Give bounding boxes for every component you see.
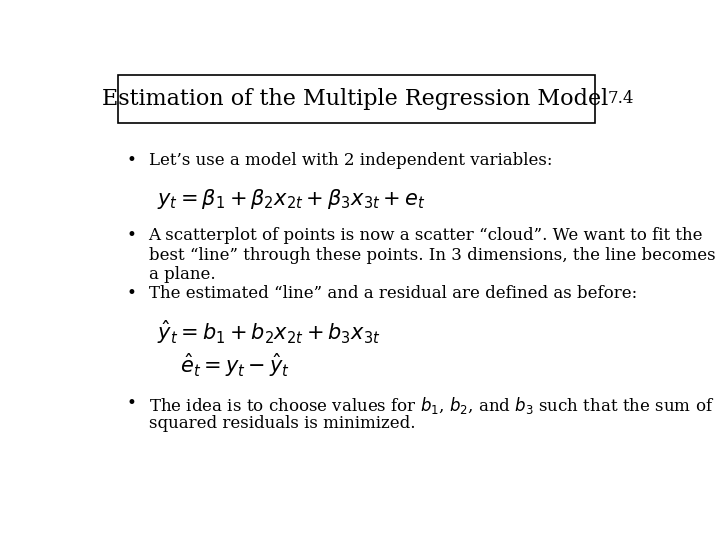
Text: best “line” through these points. In 3 dimensions, the line becomes: best “line” through these points. In 3 d… <box>148 246 715 264</box>
Text: •: • <box>126 227 136 244</box>
Text: The idea is to choose values for $b_1$, $b_2$, and $b_3$ such that the sum of: The idea is to choose values for $b_1$, … <box>148 395 714 416</box>
FancyBboxPatch shape <box>118 75 595 123</box>
Text: A scatterplot of points is now a scatter “cloud”. We want to fit the: A scatterplot of points is now a scatter… <box>148 227 703 244</box>
Text: 7.4: 7.4 <box>608 90 634 107</box>
Text: Estimation of the Multiple Regression Model: Estimation of the Multiple Regression Mo… <box>102 89 608 110</box>
Text: a plane.: a plane. <box>148 266 215 283</box>
Text: •: • <box>126 395 136 413</box>
Text: $\hat{y}_t = b_1 + b_2 x_{2t} + b_3 x_{3t}$: $\hat{y}_t = b_1 + b_2 x_{2t} + b_3 x_{3… <box>157 319 380 346</box>
Text: Let’s use a model with 2 independent variables:: Let’s use a model with 2 independent var… <box>148 152 552 169</box>
Text: The estimated “line” and a residual are defined as before:: The estimated “line” and a residual are … <box>148 285 637 302</box>
Text: •: • <box>126 285 136 302</box>
Text: squared residuals is minimized.: squared residuals is minimized. <box>148 415 415 432</box>
Text: $\hat{e}_t = y_t - \hat{y}_t$: $\hat{e}_t = y_t - \hat{y}_t$ <box>180 352 290 379</box>
Text: •: • <box>126 152 136 169</box>
Text: $y_t = \beta_1 + \beta_2 x_{2t} + \beta_3 x_{3t} + e_t$: $y_t = \beta_1 + \beta_2 x_{2t} + \beta_… <box>157 187 425 212</box>
